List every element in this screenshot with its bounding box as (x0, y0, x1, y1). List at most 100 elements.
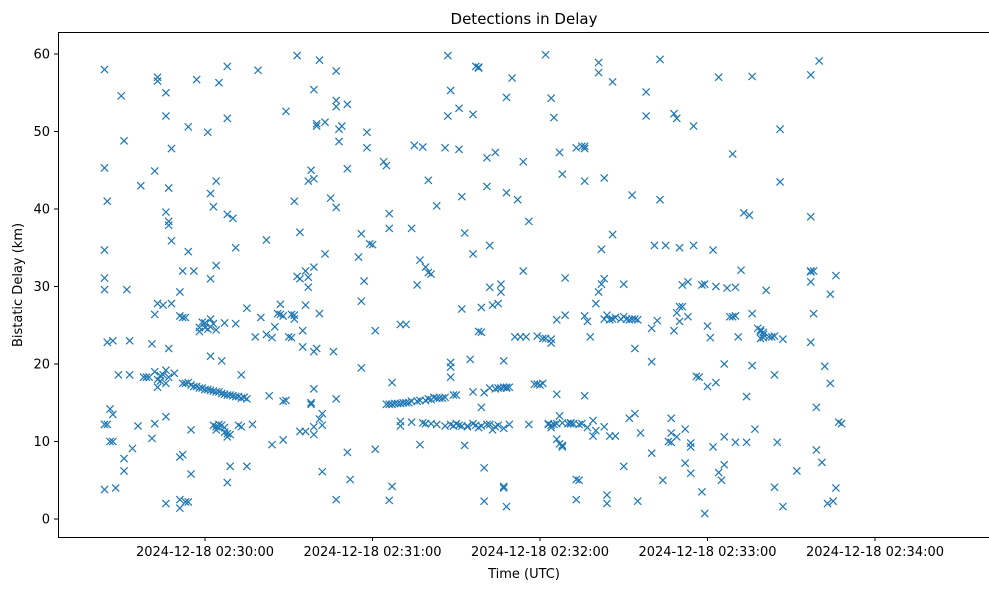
data-point (548, 339, 555, 346)
data-point (478, 404, 485, 411)
data-point (162, 500, 169, 507)
data-point (425, 177, 432, 184)
data-point (148, 340, 155, 347)
data-point (581, 392, 588, 399)
data-point (520, 158, 527, 165)
data-point (282, 108, 289, 115)
data-point (321, 119, 328, 126)
data-point (637, 429, 644, 436)
data-point (475, 64, 482, 71)
data-point (227, 463, 234, 470)
data-point (609, 78, 616, 85)
data-point (807, 339, 814, 346)
y-tick-label: 50 (33, 125, 50, 140)
data-point (243, 305, 250, 312)
data-point (224, 115, 231, 122)
data-point (595, 288, 602, 295)
data-point (500, 484, 507, 491)
data-point (358, 364, 365, 371)
data-point (165, 218, 172, 225)
data-point (603, 500, 610, 507)
y-tick-label: 60 (33, 48, 50, 63)
data-point (542, 51, 549, 58)
data-point (495, 300, 502, 307)
data-point (469, 250, 476, 257)
data-point (595, 59, 602, 66)
data-point (154, 74, 161, 81)
data-point (813, 404, 820, 411)
data-point (732, 284, 739, 291)
data-point (807, 278, 814, 285)
data-point (263, 236, 270, 243)
data-point (743, 439, 750, 446)
data-point (327, 195, 334, 202)
data-point (335, 138, 342, 145)
data-point (520, 267, 527, 274)
data-point (190, 267, 197, 274)
data-point (154, 78, 161, 85)
data-point (489, 302, 496, 309)
data-point (687, 443, 694, 450)
data-point (832, 272, 839, 279)
data-point (383, 162, 390, 169)
data-point (416, 441, 423, 448)
data-point (455, 105, 462, 112)
data-point (631, 410, 638, 417)
data-point (620, 281, 627, 288)
data-point (732, 439, 739, 446)
data-point (165, 184, 172, 191)
data-point (629, 191, 636, 198)
data-point (408, 225, 415, 232)
data-point (642, 112, 649, 119)
data-point (676, 244, 683, 251)
data-point (162, 209, 169, 216)
data-point (827, 380, 834, 387)
data-point (648, 325, 655, 332)
data-point (168, 145, 175, 152)
data-point (779, 336, 786, 343)
data-point (291, 198, 298, 205)
data-point (252, 333, 259, 340)
y-tick-label: 10 (33, 435, 50, 450)
data-point (634, 498, 641, 505)
data-point (154, 300, 161, 307)
y-tick-label: 40 (33, 203, 50, 218)
data-point (388, 483, 395, 490)
data-point (101, 246, 108, 253)
data-point (816, 57, 823, 64)
data-point (626, 415, 633, 422)
data-point (771, 371, 778, 378)
data-point (101, 274, 108, 281)
data-point (162, 89, 169, 96)
data-point (372, 446, 379, 453)
data-point (257, 314, 264, 321)
data-point (776, 178, 783, 185)
data-point (168, 300, 175, 307)
data-point (333, 67, 340, 74)
data-point (721, 433, 728, 440)
data-points (101, 51, 845, 517)
data-point (316, 57, 323, 64)
data-point (514, 196, 521, 203)
data-point (589, 417, 596, 424)
data-point (481, 389, 488, 396)
data-point (559, 443, 566, 450)
data-point (185, 123, 192, 130)
data-point (271, 323, 278, 330)
data-point (179, 267, 186, 274)
data-point (402, 321, 409, 328)
data-point (698, 488, 705, 495)
data-point (690, 122, 697, 129)
data-point (333, 97, 340, 104)
data-point (503, 503, 510, 510)
data-point (447, 87, 454, 94)
data-point (735, 333, 742, 340)
data-point (813, 446, 820, 453)
data-point (444, 52, 451, 59)
data-point (112, 484, 119, 491)
data-point (492, 149, 499, 156)
y-tick-label: 30 (33, 280, 50, 295)
data-point (573, 496, 580, 503)
data-point (601, 423, 608, 430)
